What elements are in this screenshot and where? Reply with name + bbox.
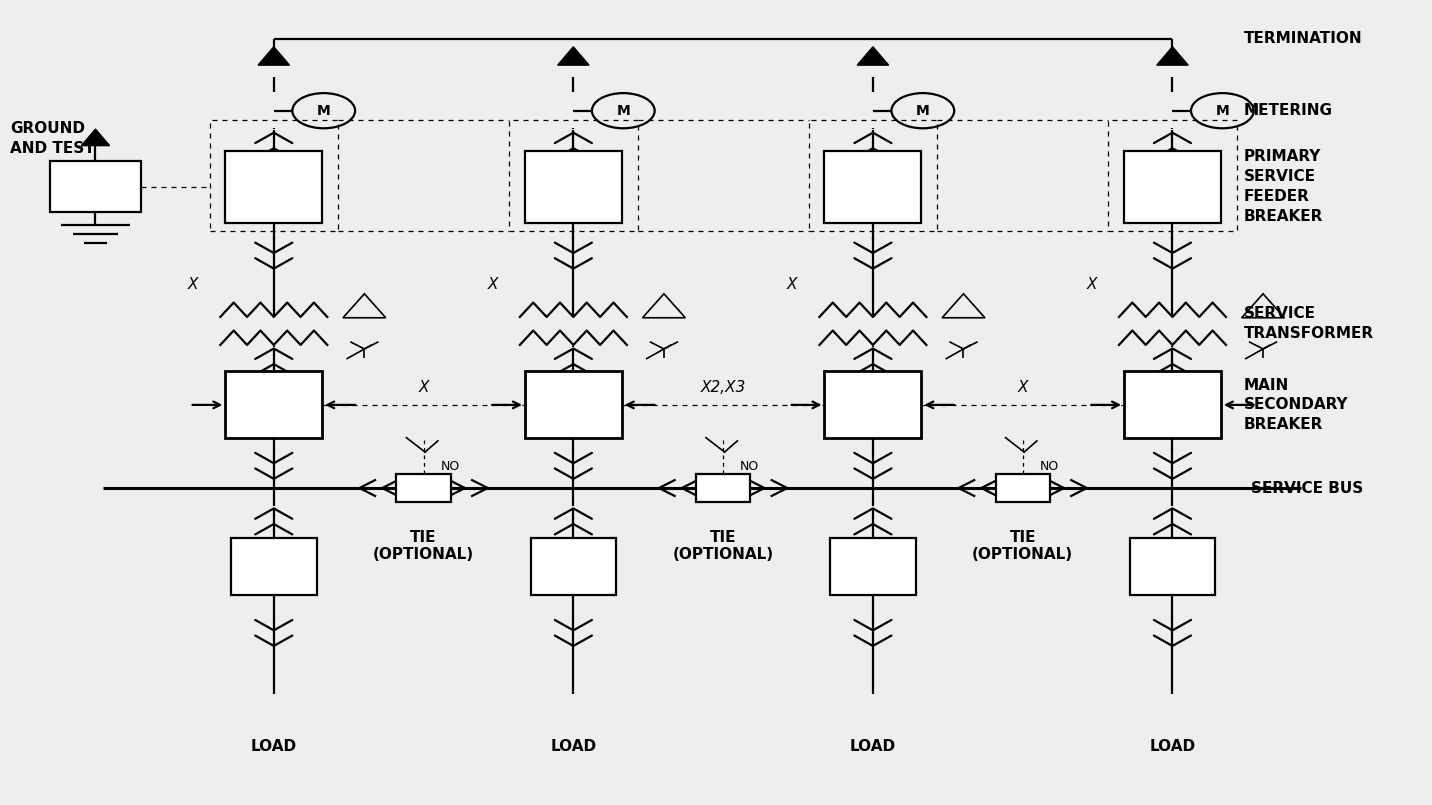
Text: LOAD: LOAD (849, 739, 896, 753)
Text: X2,X3: X2,X3 (700, 380, 746, 394)
Text: NO: NO (1040, 460, 1060, 473)
Polygon shape (557, 47, 589, 65)
Bar (809, 120, 937, 230)
Text: TIE
(OPTIONAL): TIE (OPTIONAL) (972, 530, 1073, 562)
Bar (831, 538, 915, 595)
Text: SERVICE
TRANSFORMER: SERVICE TRANSFORMER (1244, 307, 1373, 341)
Text: METERING: METERING (1244, 103, 1333, 118)
Text: LOAD: LOAD (1150, 739, 1196, 753)
Text: LOAD: LOAD (550, 739, 596, 753)
Text: NO: NO (441, 460, 460, 473)
Text: M: M (916, 104, 929, 118)
Bar (825, 151, 921, 223)
Bar (1108, 120, 1237, 230)
Text: X: X (1087, 277, 1097, 291)
Bar (995, 474, 1050, 502)
Bar (825, 371, 921, 439)
Text: MAIN
SECONDARY
BREAKER: MAIN SECONDARY BREAKER (1244, 378, 1349, 432)
Bar (225, 151, 322, 223)
Text: GROUND
AND TEST: GROUND AND TEST (10, 122, 95, 156)
Polygon shape (82, 129, 110, 146)
Bar (526, 151, 621, 223)
Text: TIE
(OPTIONAL): TIE (OPTIONAL) (673, 530, 773, 562)
Bar (1130, 538, 1216, 595)
Bar (50, 161, 142, 213)
Text: TERMINATION: TERMINATION (1244, 31, 1362, 46)
Text: M: M (616, 104, 630, 118)
Polygon shape (858, 47, 889, 65)
Polygon shape (1157, 47, 1189, 65)
Text: X: X (487, 277, 498, 291)
Bar (225, 371, 322, 439)
Text: M: M (316, 104, 331, 118)
Bar (526, 371, 621, 439)
Bar (696, 474, 750, 502)
Polygon shape (258, 47, 289, 65)
Text: X: X (786, 277, 798, 291)
Bar (209, 120, 338, 230)
Text: X: X (1017, 380, 1028, 394)
Text: PRIMARY
SERVICE
FEEDER
BREAKER: PRIMARY SERVICE FEEDER BREAKER (1244, 150, 1323, 224)
Bar (231, 538, 316, 595)
Text: SERVICE BUS: SERVICE BUS (1252, 481, 1363, 496)
Text: M: M (1216, 104, 1229, 118)
Bar (531, 538, 616, 595)
Bar (397, 474, 451, 502)
Text: TIE
(OPTIONAL): TIE (OPTIONAL) (372, 530, 474, 562)
Text: X: X (418, 380, 428, 394)
Bar (1124, 371, 1221, 439)
Bar (510, 120, 637, 230)
Text: NO: NO (740, 460, 759, 473)
Text: LOAD: LOAD (251, 739, 296, 753)
Bar (1124, 151, 1221, 223)
Text: X: X (188, 277, 198, 291)
